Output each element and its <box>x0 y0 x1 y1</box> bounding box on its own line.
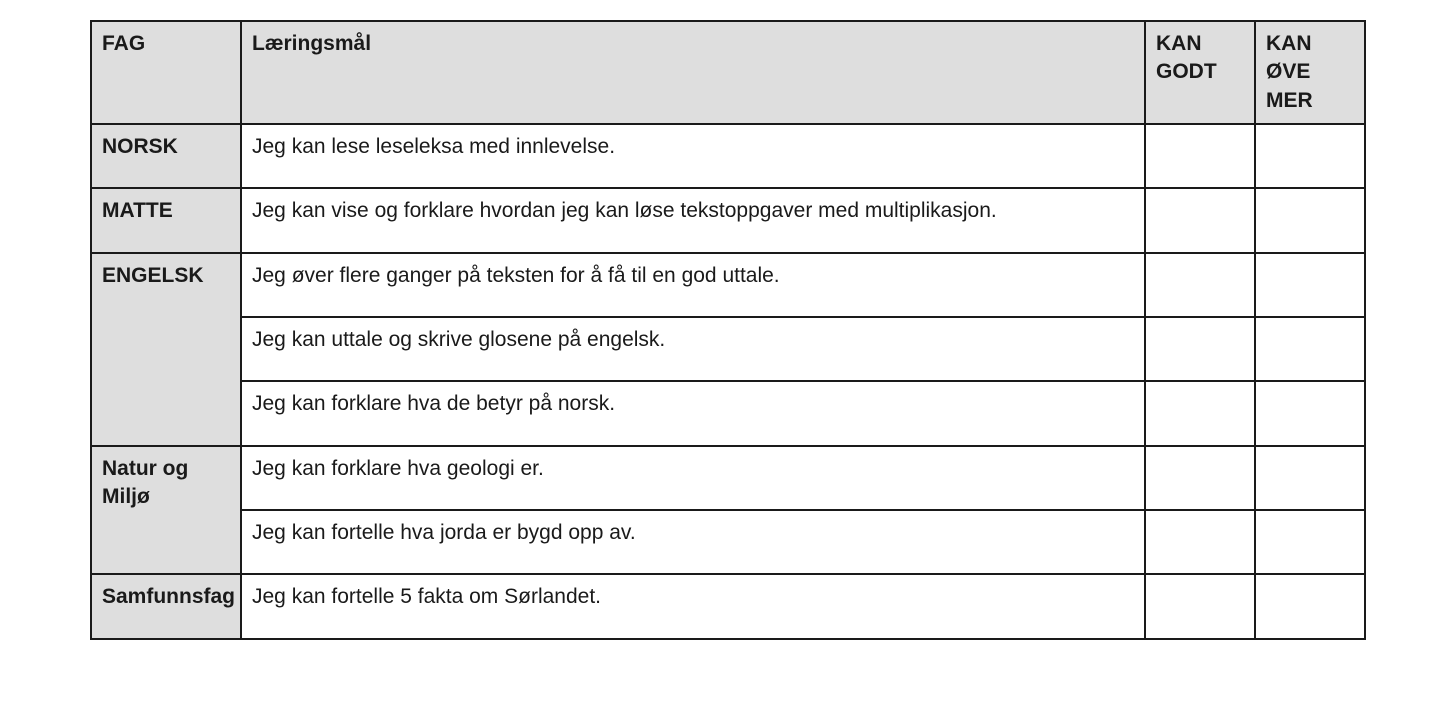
can-practice-cell <box>1255 446 1365 510</box>
goal-cell: Jeg kan fortelle 5 fakta om Sørlandet. <box>241 574 1145 638</box>
goal-cell: Jeg øver flere ganger på teksten for å f… <box>241 253 1145 317</box>
can-practice-cell <box>1255 253 1365 317</box>
table-header-row: FAG Læringsmål KAN GODT KAN ØVE MER <box>91 21 1365 124</box>
learning-goals-table: FAG Læringsmål KAN GODT KAN ØVE MER NORS… <box>90 20 1366 640</box>
table-row: Natur og Miljø Jeg kan forklare hva geol… <box>91 446 1365 510</box>
can-well-cell <box>1145 253 1255 317</box>
can-practice-cell <box>1255 381 1365 445</box>
can-practice-cell <box>1255 574 1365 638</box>
col-header-can-well: KAN GODT <box>1145 21 1255 124</box>
can-well-cell <box>1145 446 1255 510</box>
table-row: Jeg kan fortelle hva jorda er bygd opp a… <box>91 510 1365 574</box>
can-well-cell <box>1145 124 1255 188</box>
table-row: Samfunnsfag Jeg kan fortelle 5 fakta om … <box>91 574 1365 638</box>
table-row: Jeg kan uttale og skrive glosene på enge… <box>91 317 1365 381</box>
can-well-cell <box>1145 317 1255 381</box>
table-row: MATTE Jeg kan vise og forklare hvordan j… <box>91 188 1365 252</box>
subject-cell: MATTE <box>91 188 241 252</box>
goal-cell: Jeg kan uttale og skrive glosene på enge… <box>241 317 1145 381</box>
can-well-cell <box>1145 574 1255 638</box>
can-well-cell <box>1145 510 1255 574</box>
table-row: Jeg kan forklare hva de betyr på norsk. <box>91 381 1365 445</box>
col-header-subject: FAG <box>91 21 241 124</box>
subject-cell: Samfunnsfag <box>91 574 241 638</box>
subject-cell: ENGELSK <box>91 253 241 446</box>
can-practice-cell <box>1255 188 1365 252</box>
subject-cell: NORSK <box>91 124 241 188</box>
can-practice-cell <box>1255 124 1365 188</box>
goal-cell: Jeg kan vise og forklare hvordan jeg kan… <box>241 188 1145 252</box>
can-practice-cell <box>1255 510 1365 574</box>
can-practice-cell <box>1255 317 1365 381</box>
col-header-can-practice: KAN ØVE MER <box>1255 21 1365 124</box>
goal-cell: Jeg kan forklare hva geologi er. <box>241 446 1145 510</box>
table-row: NORSK Jeg kan lese leseleksa med innleve… <box>91 124 1365 188</box>
can-well-cell <box>1145 381 1255 445</box>
goal-cell: Jeg kan fortelle hva jorda er bygd opp a… <box>241 510 1145 574</box>
subject-cell: Natur og Miljø <box>91 446 241 575</box>
goal-cell: Jeg kan lese leseleksa med innlevelse. <box>241 124 1145 188</box>
goal-cell: Jeg kan forklare hva de betyr på norsk. <box>241 381 1145 445</box>
can-well-cell <box>1145 188 1255 252</box>
table-row: ENGELSK Jeg øver flere ganger på teksten… <box>91 253 1365 317</box>
col-header-goal: Læringsmål <box>241 21 1145 124</box>
